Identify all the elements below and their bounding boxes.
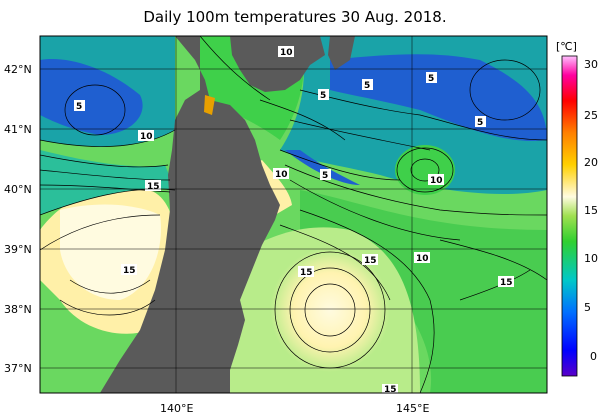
hokkaido-land — [230, 36, 325, 92]
colorbar-tick: 25 — [584, 109, 598, 122]
cyan-band-west — [40, 150, 175, 215]
contour-lines — [40, 36, 547, 393]
lat-label: 42°N — [4, 63, 32, 76]
lat-label: 39°N — [4, 243, 32, 256]
colorbar-unit: [℃] — [556, 40, 577, 53]
contour-label: 5 — [76, 102, 82, 112]
contour-labels: 10 5 5 5 5 5 10 10 15 10 5 10 15 — [74, 46, 514, 395]
latitude-axis: 42°N 41°N 40°N 39°N 38°N 37°N — [4, 63, 32, 375]
contour-label: 15 — [364, 256, 377, 266]
lon-label: 140°E — [160, 402, 193, 415]
colorbar-tick: 10 — [584, 252, 598, 265]
colorbar-tick: 20 — [584, 156, 598, 169]
ne-green-eddy — [395, 145, 455, 195]
map-field: 10 5 5 5 5 5 10 10 15 10 5 10 15 — [40, 36, 547, 395]
colorbar-scale — [561, 55, 578, 377]
colorbar-tick: 15 — [584, 204, 598, 217]
colorbar-tick: 5 — [584, 301, 591, 314]
map-title: Daily 100m temperatures 30 Aug. 2018. — [143, 8, 447, 26]
ne-cold-region — [330, 54, 547, 141]
strait-warm-pocket — [204, 95, 215, 115]
contour-label: 5 — [320, 91, 326, 101]
contour-label: 15 — [123, 266, 136, 276]
contour-label: 15 — [500, 278, 513, 288]
contour-label: 15 — [384, 385, 397, 395]
colorbar-tick: 30 — [584, 58, 598, 71]
contour-label: 5 — [322, 171, 328, 181]
lat-label: 40°N — [4, 183, 32, 196]
colorbar-tick: 0 — [590, 350, 597, 363]
lat-label: 37°N — [4, 362, 32, 375]
colorbar: [℃] 30 25 20 15 10 5 0 — [556, 40, 598, 377]
lat-label: 41°N — [4, 123, 32, 136]
warm-core-eddy — [270, 248, 390, 372]
honshu-land — [100, 36, 280, 393]
contour-label: 5 — [477, 118, 483, 128]
contour-label: 15 — [300, 268, 313, 278]
longitude-axis: 140°E 145°E — [160, 402, 429, 415]
lon-label: 145°E — [396, 402, 429, 415]
contour-label: 5 — [428, 74, 434, 84]
contour-label: 10 — [430, 176, 443, 186]
contour-label: 10 — [140, 132, 153, 142]
hokkaido-east-land — [328, 36, 355, 70]
graticule — [40, 36, 547, 393]
contour-label: 5 — [364, 81, 370, 91]
contour-label: 10 — [280, 48, 293, 58]
sanriku-coast-warm — [258, 160, 292, 215]
lat-label: 38°N — [4, 303, 32, 316]
contour-label: 10 — [416, 254, 429, 264]
map-frame — [39, 35, 548, 394]
contour-label: 10 — [275, 170, 288, 180]
sea-of-japan-core — [60, 204, 161, 300]
contour-label: 15 — [147, 182, 160, 192]
